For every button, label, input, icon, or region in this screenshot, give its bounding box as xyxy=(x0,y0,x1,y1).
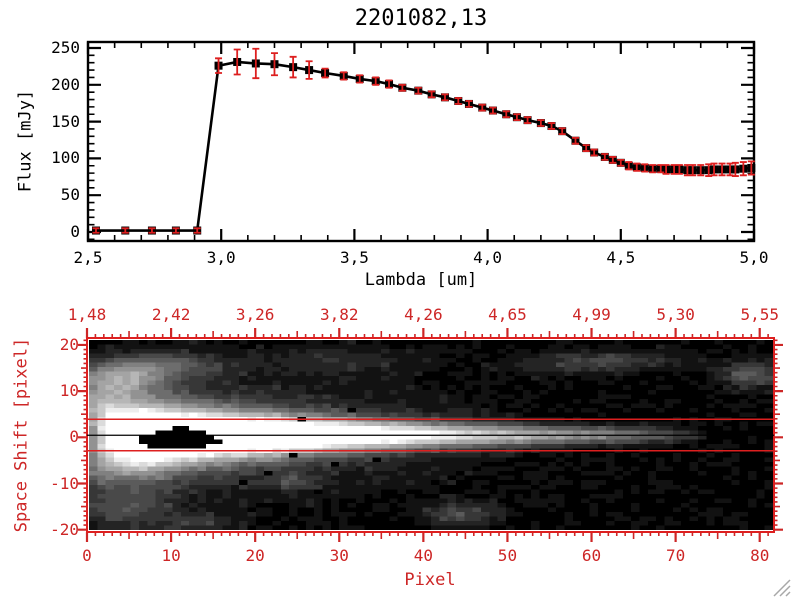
wavelength-tick-label: 4,26 xyxy=(404,305,443,324)
pixel-tick-label: 30 xyxy=(329,546,349,565)
top-plot-minor-ticks xyxy=(88,42,754,241)
flux-tick-label: 200 xyxy=(51,74,80,94)
lambda-tick-label: 5,0 xyxy=(739,248,769,267)
wavelength-tick-label: 4,99 xyxy=(572,305,611,324)
lambda-tick-label: 2,5 xyxy=(73,248,103,267)
pixel-tick-label: 20 xyxy=(245,546,265,565)
wavelength-tick-label: 2,42 xyxy=(151,305,191,324)
shift-tick-label: 0 xyxy=(69,427,79,447)
lambda-tick-label: 3,5 xyxy=(339,248,369,267)
flux-tick-label: 0 xyxy=(70,222,80,241)
top-plot-major-ticks xyxy=(86,42,756,241)
wavelength-tick-label: 3,82 xyxy=(319,305,359,324)
pixel-tick-label: 70 xyxy=(665,546,686,565)
pixel-tick-label: 50 xyxy=(497,546,518,565)
shift-tick-label: -20 xyxy=(50,519,79,539)
wavelength-tick-label: 3,26 xyxy=(235,305,275,324)
lambda-tick-label: 4,5 xyxy=(606,248,636,267)
lambda-tick-label: 3,0 xyxy=(206,248,236,267)
image-panel-major-ticks xyxy=(78,328,783,542)
pixel-tick-label: 10 xyxy=(161,546,181,565)
flux-tick-label: 150 xyxy=(51,111,80,131)
error-bars xyxy=(92,47,755,234)
pixel-tick-label: 80 xyxy=(750,546,770,565)
top-plot-frame xyxy=(86,40,756,243)
flux-tick-label: 50 xyxy=(60,185,80,205)
wavelength-tick-label: 5,30 xyxy=(656,305,695,324)
shift-tick-label: -10 xyxy=(50,473,79,493)
resize-grip-icon[interactable] xyxy=(766,576,796,600)
lambda-tick-label: 4,0 xyxy=(473,248,503,267)
aperture-lines xyxy=(87,418,774,452)
pixel-tick-label: 0 xyxy=(82,546,92,565)
flux-tick-label: 250 xyxy=(51,38,80,57)
plot-title: 2201082,13 xyxy=(354,6,488,31)
shift-tick-label: 20 xyxy=(59,334,79,354)
wavelength-tick-label: 5,55 xyxy=(740,305,779,324)
pixel-tick-label: 60 xyxy=(581,546,602,565)
pixel-axis-label: Pixel xyxy=(404,570,456,590)
image-panel-minor-ticks xyxy=(81,331,780,539)
lambda-axis-label: Lambda [um] xyxy=(364,270,478,290)
shift-tick-label: 10 xyxy=(59,381,79,401)
spectrum-line xyxy=(95,60,752,232)
spectrum-markers xyxy=(91,57,756,235)
wavelength-tick-label: 4,65 xyxy=(488,305,527,324)
pixel-tick-label: 40 xyxy=(413,546,433,565)
wavelength-tick-label: 1,48 xyxy=(67,305,107,324)
flux-tick-label: 100 xyxy=(51,148,80,168)
resize-grip-lines xyxy=(773,579,791,597)
